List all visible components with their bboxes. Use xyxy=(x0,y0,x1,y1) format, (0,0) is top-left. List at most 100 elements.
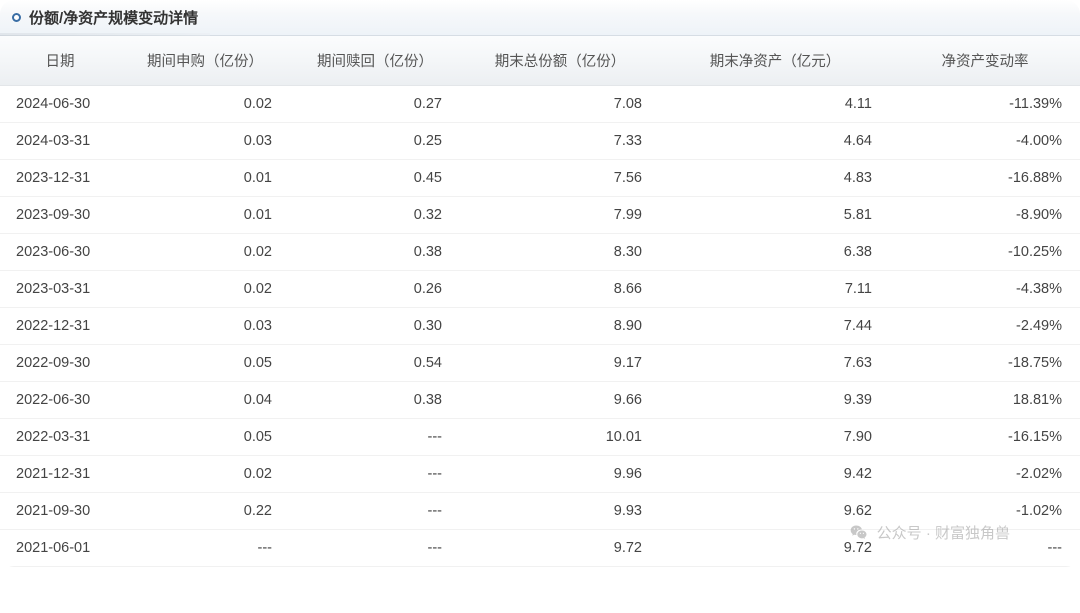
cell-net-assets: 7.11 xyxy=(660,271,890,308)
cell-total-shares: 9.17 xyxy=(460,345,660,382)
cell-date: 2021-12-31 xyxy=(0,456,120,493)
cell-net-assets: 7.90 xyxy=(660,419,890,456)
cell-nav-change-rate: -16.15% xyxy=(890,419,1080,456)
cell-date: 2022-03-31 xyxy=(0,419,120,456)
cell-subscription: 0.05 xyxy=(120,345,290,382)
cell-nav-change-rate: -10.25% xyxy=(890,234,1080,271)
cell-redemption: --- xyxy=(290,419,460,456)
cell-net-assets: 4.64 xyxy=(660,123,890,160)
section-title: 份额/净资产规模变动详情 xyxy=(29,7,198,28)
cell-total-shares: 10.01 xyxy=(460,419,660,456)
cell-redemption: 0.38 xyxy=(290,234,460,271)
table-row: 2024-03-310.030.257.334.64-4.00% xyxy=(0,123,1080,160)
table-row: 2021-09-300.22---9.939.62-1.02% xyxy=(0,493,1080,530)
cell-nav-change-rate: 18.81% xyxy=(890,382,1080,419)
cell-net-assets: 9.62 xyxy=(660,493,890,530)
cell-nav-change-rate: -4.00% xyxy=(890,123,1080,160)
cell-subscription: 0.01 xyxy=(120,197,290,234)
cell-subscription: 0.01 xyxy=(120,160,290,197)
cell-total-shares: 9.96 xyxy=(460,456,660,493)
cell-nav-change-rate: -16.88% xyxy=(890,160,1080,197)
table-header-row: 日期 期间申购（亿份） 期间赎回（亿份） 期末总份额（亿份） 期末净资产（亿元）… xyxy=(0,36,1080,86)
cell-redemption: 0.30 xyxy=(290,308,460,345)
table-row: 2023-06-300.020.388.306.38-10.25% xyxy=(0,234,1080,271)
cell-redemption: 0.25 xyxy=(290,123,460,160)
col-nav-change-rate: 净资产变动率 xyxy=(890,36,1080,86)
cell-net-assets: 7.44 xyxy=(660,308,890,345)
cell-net-assets: 7.63 xyxy=(660,345,890,382)
table-body: 2024-06-300.020.277.084.11-11.39%2024-03… xyxy=(0,86,1080,567)
cell-redemption: 0.38 xyxy=(290,382,460,419)
cell-total-shares: 8.66 xyxy=(460,271,660,308)
cell-date: 2023-12-31 xyxy=(0,160,120,197)
cell-subscription: 0.05 xyxy=(120,419,290,456)
cell-redemption: --- xyxy=(290,493,460,530)
cell-subscription: 0.02 xyxy=(120,86,290,123)
col-net-assets: 期末净资产（亿元） xyxy=(660,36,890,86)
cell-date: 2024-03-31 xyxy=(0,123,120,160)
cell-subscription: 0.02 xyxy=(120,456,290,493)
cell-date: 2022-12-31 xyxy=(0,308,120,345)
cell-total-shares: 8.30 xyxy=(460,234,660,271)
header-underline xyxy=(0,33,210,36)
cell-total-shares: 8.90 xyxy=(460,308,660,345)
table-row: 2024-06-300.020.277.084.11-11.39% xyxy=(0,86,1080,123)
cell-total-shares: 9.66 xyxy=(460,382,660,419)
cell-date: 2023-06-30 xyxy=(0,234,120,271)
cell-redemption: 0.45 xyxy=(290,160,460,197)
table-row: 2021-06-01------9.729.72--- xyxy=(0,530,1080,567)
cell-subscription: 0.02 xyxy=(120,234,290,271)
table-row: 2022-12-310.030.308.907.44-2.49% xyxy=(0,308,1080,345)
col-total-shares: 期末总份额（亿份） xyxy=(460,36,660,86)
cell-net-assets: 9.39 xyxy=(660,382,890,419)
cell-redemption: 0.54 xyxy=(290,345,460,382)
cell-subscription: 0.02 xyxy=(120,271,290,308)
cell-date: 2023-03-31 xyxy=(0,271,120,308)
cell-total-shares: 7.33 xyxy=(460,123,660,160)
cell-date: 2023-09-30 xyxy=(0,197,120,234)
cell-subscription: 0.22 xyxy=(120,493,290,530)
panel: 份额/净资产规模变动详情 日期 期间申购（亿份） 期间赎回（亿份） 期末总份额（… xyxy=(0,0,1080,567)
col-redemption: 期间赎回（亿份） xyxy=(290,36,460,86)
cell-subscription: 0.03 xyxy=(120,123,290,160)
cell-nav-change-rate: -18.75% xyxy=(890,345,1080,382)
cell-nav-change-rate: -1.02% xyxy=(890,493,1080,530)
cell-nav-change-rate: --- xyxy=(890,530,1080,567)
cell-net-assets: 4.11 xyxy=(660,86,890,123)
cell-date: 2021-09-30 xyxy=(0,493,120,530)
cell-date: 2021-06-01 xyxy=(0,530,120,567)
table-row: 2023-09-300.010.327.995.81-8.90% xyxy=(0,197,1080,234)
cell-redemption: --- xyxy=(290,456,460,493)
cell-net-assets: 4.83 xyxy=(660,160,890,197)
cell-total-shares: 9.72 xyxy=(460,530,660,567)
table-row: 2021-12-310.02---9.969.42-2.02% xyxy=(0,456,1080,493)
cell-subscription: --- xyxy=(120,530,290,567)
cell-net-assets: 9.42 xyxy=(660,456,890,493)
table-row: 2023-12-310.010.457.564.83-16.88% xyxy=(0,160,1080,197)
col-date: 日期 xyxy=(0,36,120,86)
cell-nav-change-rate: -2.49% xyxy=(890,308,1080,345)
fund-size-table: 日期 期间申购（亿份） 期间赎回（亿份） 期末总份额（亿份） 期末净资产（亿元）… xyxy=(0,36,1080,567)
table-row: 2022-09-300.050.549.177.63-18.75% xyxy=(0,345,1080,382)
table-row: 2022-06-300.040.389.669.3918.81% xyxy=(0,382,1080,419)
cell-redemption: --- xyxy=(290,530,460,567)
cell-redemption: 0.32 xyxy=(290,197,460,234)
cell-date: 2022-06-30 xyxy=(0,382,120,419)
cell-total-shares: 9.93 xyxy=(460,493,660,530)
col-subscription: 期间申购（亿份） xyxy=(120,36,290,86)
cell-redemption: 0.27 xyxy=(290,86,460,123)
cell-net-assets: 6.38 xyxy=(660,234,890,271)
cell-nav-change-rate: -8.90% xyxy=(890,197,1080,234)
cell-nav-change-rate: -11.39% xyxy=(890,86,1080,123)
cell-total-shares: 7.56 xyxy=(460,160,660,197)
cell-nav-change-rate: -2.02% xyxy=(890,456,1080,493)
bullet-icon xyxy=(12,13,21,22)
cell-total-shares: 7.99 xyxy=(460,197,660,234)
cell-subscription: 0.04 xyxy=(120,382,290,419)
cell-nav-change-rate: -4.38% xyxy=(890,271,1080,308)
cell-net-assets: 9.72 xyxy=(660,530,890,567)
cell-date: 2022-09-30 xyxy=(0,345,120,382)
cell-redemption: 0.26 xyxy=(290,271,460,308)
table-row: 2023-03-310.020.268.667.11-4.38% xyxy=(0,271,1080,308)
cell-subscription: 0.03 xyxy=(120,308,290,345)
